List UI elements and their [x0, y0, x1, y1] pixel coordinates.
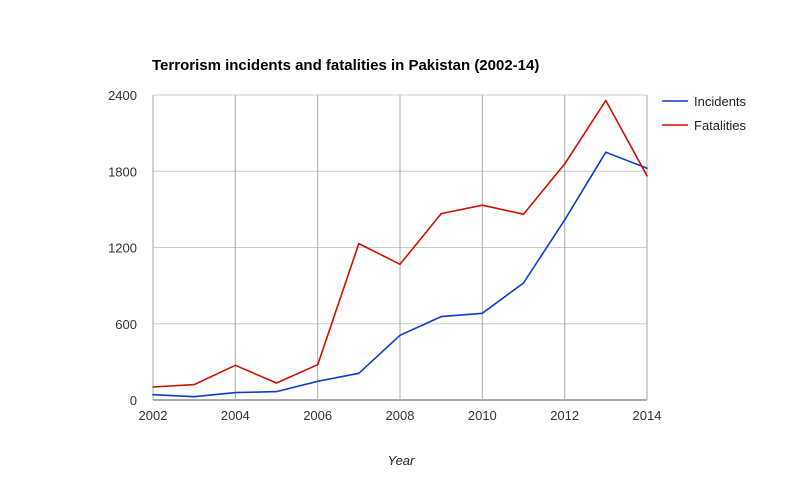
chart-title: Terrorism incidents and fatalities in Pa…: [152, 57, 539, 74]
data-point-fatalities: [234, 364, 237, 367]
data-point-fatalities: [193, 383, 195, 386]
y-tick-label: 600: [115, 317, 137, 332]
data-point-incidents: [275, 390, 278, 393]
y-tick-label: 0: [130, 393, 137, 408]
x-tick-label: 2014: [633, 408, 662, 423]
x-tick-label: 2006: [303, 408, 332, 423]
data-point-incidents: [605, 151, 607, 153]
data-point-incidents: [399, 334, 401, 337]
y-tick-label: 2400: [108, 88, 137, 103]
data-point-fatalities: [646, 175, 648, 177]
data-point-incidents: [358, 372, 360, 375]
data-point-incidents: [563, 219, 566, 221]
x-tick-label: 2010: [468, 408, 497, 423]
y-tick-label: 1800: [108, 164, 137, 179]
data-point-fatalities: [605, 99, 607, 102]
x-tick-label: 2004: [221, 408, 250, 423]
data-point-incidents: [522, 282, 525, 284]
data-point-incidents: [440, 315, 442, 318]
data-point-fatalities: [522, 213, 525, 216]
legend-label: Fatalities: [694, 118, 747, 133]
data-point-incidents: [152, 393, 154, 396]
x-tick-label: 2012: [550, 408, 579, 423]
y-tick-label: 1200: [108, 241, 137, 256]
data-point-incidents: [646, 167, 648, 169]
data-point-fatalities: [275, 382, 278, 384]
x-tick-label: 2008: [386, 408, 415, 423]
data-point-fatalities: [316, 363, 319, 366]
data-point-fatalities: [440, 212, 442, 215]
data-point-incidents: [234, 391, 237, 394]
data-point-fatalities: [358, 242, 360, 245]
data-point-incidents: [193, 395, 195, 398]
x-tick-label: 2002: [139, 408, 168, 423]
data-point-fatalities: [563, 163, 566, 165]
legend-label: Incidents: [694, 94, 747, 109]
data-point-fatalities: [152, 386, 154, 388]
data-point-fatalities: [399, 263, 401, 266]
data-point-incidents: [316, 380, 319, 383]
data-point-incidents: [481, 312, 484, 315]
data-point-fatalities: [481, 204, 484, 206]
x-axis-label: Year: [388, 453, 415, 468]
